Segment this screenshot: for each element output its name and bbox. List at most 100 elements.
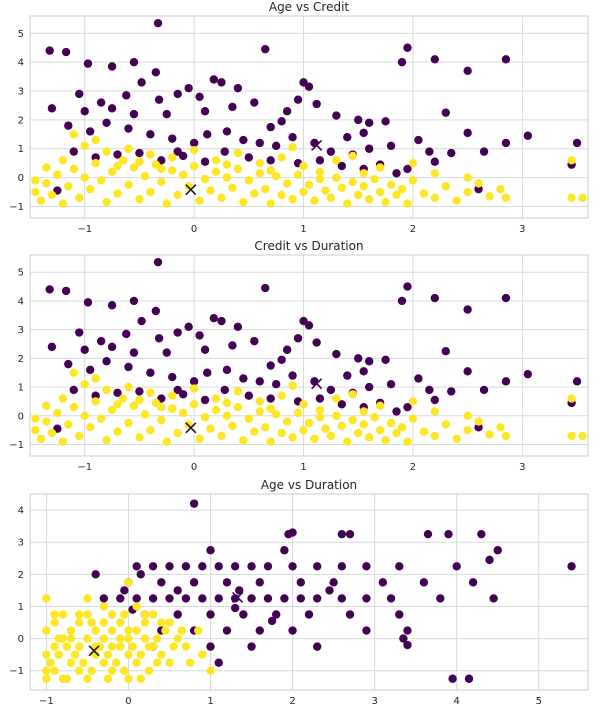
scatter-point — [397, 57, 407, 67]
scatter-point — [266, 404, 275, 413]
scatter-point — [91, 153, 100, 162]
scatter-point — [198, 650, 207, 659]
scatter-point — [399, 634, 408, 643]
scatter-point — [85, 127, 95, 136]
scatter-point — [206, 546, 215, 555]
scatter-point — [80, 141, 89, 151]
scatter-point — [233, 148, 243, 158]
scatter-point — [217, 78, 226, 87]
scatter-point — [146, 425, 155, 435]
scatter-point — [177, 626, 187, 635]
scatter-point — [228, 341, 237, 350]
scatter-point — [337, 183, 347, 192]
scatter-point — [288, 371, 297, 380]
scatter-point — [343, 199, 352, 208]
scatter-point — [397, 423, 407, 432]
scatter-point — [255, 377, 264, 386]
scatter-point — [578, 193, 587, 202]
scatter-point — [129, 401, 139, 410]
scatter-point — [50, 642, 59, 651]
scatter-point — [75, 618, 84, 627]
scatter-point — [288, 562, 297, 571]
scatter-point — [266, 199, 275, 208]
scatter-point — [173, 610, 182, 619]
scatter-point — [135, 157, 144, 166]
scatter-point — [91, 158, 100, 168]
scatter-point — [181, 562, 191, 571]
scatter-point — [222, 365, 232, 375]
scatter-point — [222, 160, 232, 169]
scatter-point — [83, 610, 92, 619]
scatter-point — [31, 425, 40, 435]
scatter-point — [45, 46, 54, 55]
scatter-point — [315, 413, 325, 422]
scatter-point — [140, 171, 150, 181]
scatter-point — [230, 603, 240, 613]
scatter-point — [403, 640, 412, 650]
scatter-point — [364, 118, 374, 127]
scatter-point — [501, 293, 511, 303]
scatter-point — [217, 193, 226, 202]
scatter-point — [137, 316, 146, 326]
scatter-point — [146, 150, 155, 159]
scatter-point — [42, 650, 51, 659]
scatter-point — [280, 546, 289, 555]
scatter-point — [370, 413, 379, 422]
scatter-point — [194, 626, 203, 635]
scatter-point — [129, 348, 139, 357]
scatter-point — [80, 411, 89, 420]
scatter-point — [244, 391, 254, 400]
scatter-point — [58, 394, 68, 403]
y-tick-label: 1 — [18, 602, 24, 613]
scatter-point — [107, 405, 117, 415]
scatter-point — [337, 421, 347, 431]
scatter-point — [211, 167, 221, 177]
x-tick-label: 3 — [371, 696, 377, 707]
scatter-point — [255, 158, 264, 168]
scatter-point — [146, 187, 155, 197]
scatter-point — [96, 336, 106, 346]
scatter-point — [345, 610, 355, 619]
scatter-point — [299, 187, 308, 197]
scatter-point — [329, 578, 338, 587]
scatter-point — [50, 610, 59, 619]
scatter-point — [80, 173, 89, 182]
scatter-point — [463, 128, 472, 138]
scatter-point — [332, 173, 341, 182]
scatter-point — [247, 642, 256, 651]
scatter-point — [277, 391, 286, 400]
scatter-point — [157, 415, 166, 425]
scatter-point — [419, 427, 429, 436]
scatter-point — [315, 156, 325, 165]
scatter-point — [523, 369, 533, 379]
scatter-point — [430, 169, 440, 178]
scatter-point — [348, 415, 357, 425]
scatter-point — [463, 425, 472, 435]
scatter-point — [91, 374, 100, 383]
scatter-point — [282, 345, 292, 354]
scatter-point — [116, 634, 125, 643]
scatter-point — [364, 382, 374, 392]
scatter-point — [430, 193, 440, 202]
scatter-point — [184, 182, 193, 191]
scatter-point — [36, 434, 46, 443]
scatter-point — [152, 634, 162, 643]
scatter-point — [479, 147, 489, 156]
scatter-point — [62, 642, 72, 651]
scatter-point — [124, 650, 133, 659]
scatter-point — [315, 405, 325, 415]
scatter-point — [75, 89, 84, 99]
scatter-point — [157, 177, 166, 187]
scatter-point — [244, 176, 254, 185]
scatter-point — [69, 385, 78, 395]
scatter-point — [282, 179, 292, 188]
scatter-point — [162, 348, 171, 357]
scatter-point — [211, 156, 221, 165]
scatter-point — [75, 666, 84, 675]
scatter-point — [255, 169, 264, 178]
scatter-point — [430, 395, 440, 405]
x-tick-label: −1 — [39, 696, 54, 707]
scatter-point — [75, 328, 84, 337]
scatter-point — [332, 411, 341, 420]
scatter-point — [120, 610, 129, 619]
